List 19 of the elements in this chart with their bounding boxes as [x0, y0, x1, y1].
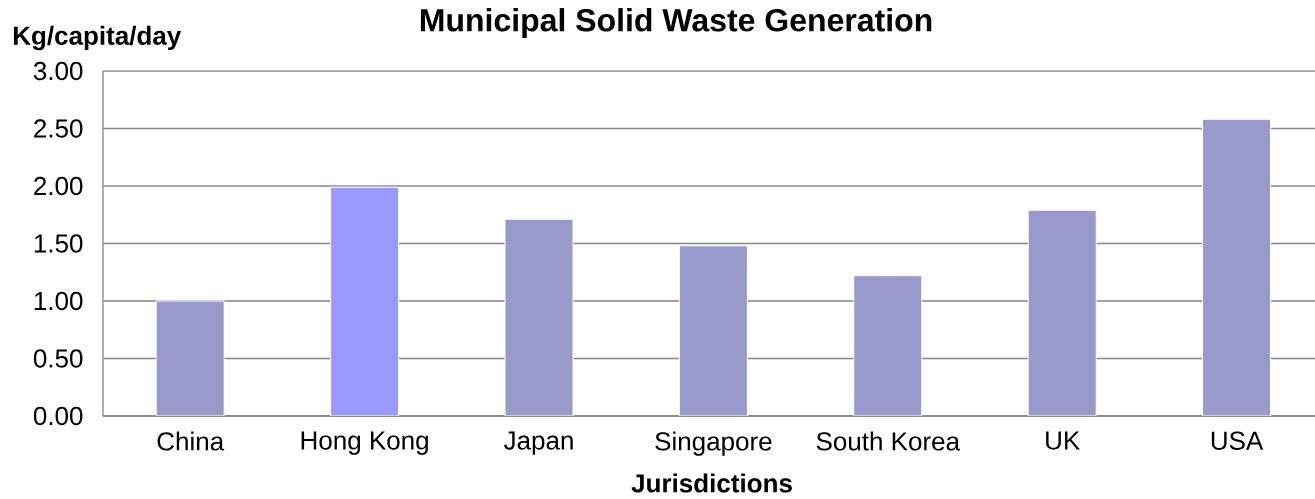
- y-axis-title: Kg/capita/day: [13, 25, 182, 51]
- x-tick-label: Singapore: [655, 431, 772, 456]
- y-tick-label: 0.50: [33, 349, 83, 368]
- x-tick-label: Hong Kong: [301, 431, 428, 455]
- x-tick-label: China: [157, 431, 225, 451]
- x-axis-title: Jurisdictions: [631, 473, 792, 493]
- y-tick-label: 1.50: [34, 234, 83, 253]
- y-tick-label: 2.50: [34, 119, 83, 138]
- bar: [853, 275, 923, 416]
- x-tick-label: UK: [1046, 431, 1080, 450]
- bar: [155, 300, 225, 416]
- y-tick-label: 1.00: [34, 291, 83, 311]
- y-tick-label: 3.00: [33, 61, 83, 81]
- x-tick-label: USA: [1211, 431, 1264, 450]
- y-tick-label: 0.00: [33, 406, 83, 426]
- x-tick-label: South Korea: [816, 431, 961, 451]
- x-tick-label: Japan: [503, 431, 573, 455]
- chart-title: Municipal Solid Waste Generation: [420, 8, 932, 38]
- y-tick-label: 2.00: [34, 176, 83, 196]
